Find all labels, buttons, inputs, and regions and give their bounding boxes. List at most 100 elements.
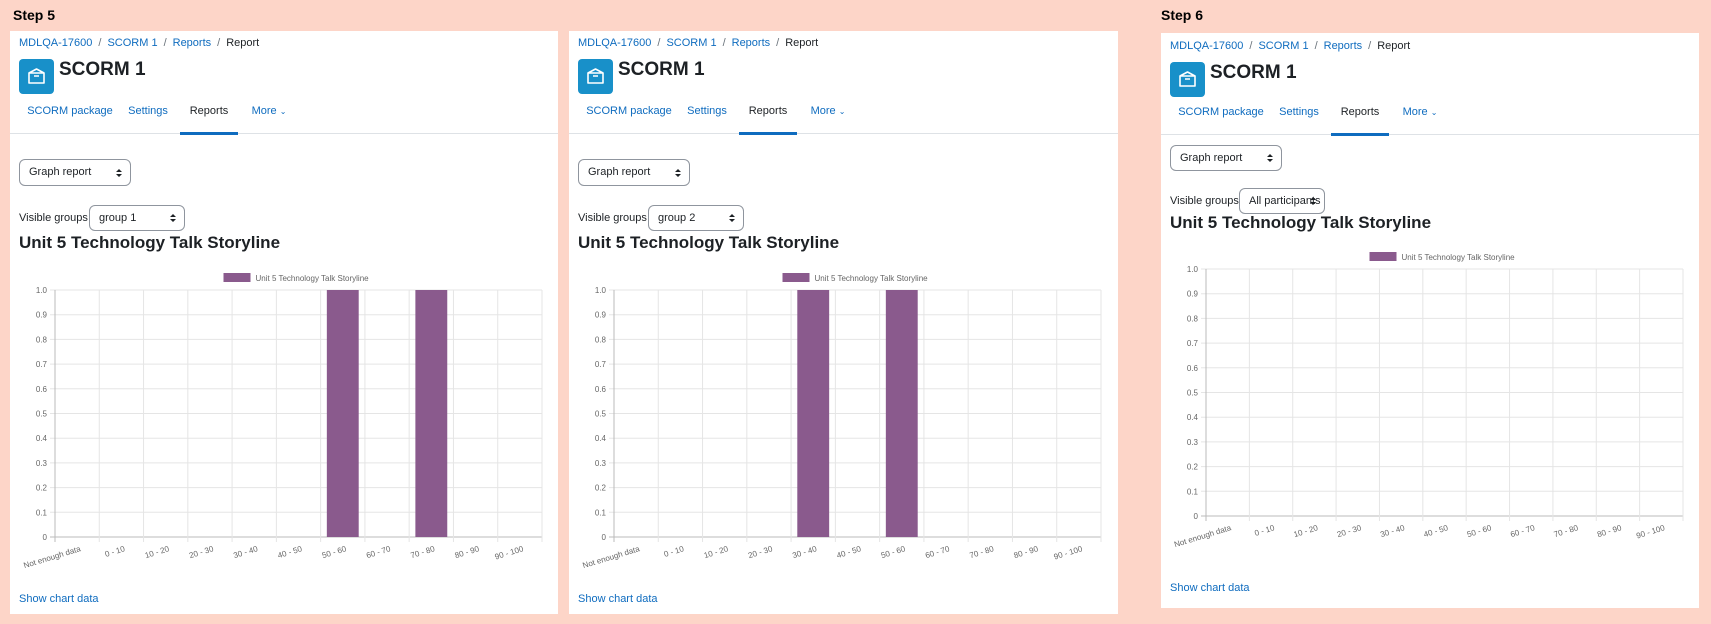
tab-settings[interactable]: Settings (128, 105, 168, 117)
report-type-select[interactable]: Graph report (1170, 145, 1282, 171)
select-caret-icon (170, 214, 176, 222)
breadcrumb-current: Report (1377, 40, 1411, 52)
visible-groups-value: All participants (1249, 195, 1321, 207)
breadcrumb-reports[interactable]: Reports (731, 37, 771, 49)
legend-swatch (223, 273, 251, 282)
breadcrumb-reports[interactable]: Reports (1323, 40, 1363, 52)
breadcrumb-activity[interactable]: SCORM 1 (1258, 40, 1309, 52)
legend-label: Unit 5 Technology Talk Storyline (256, 274, 370, 283)
y-tick-label: 1.0 (595, 286, 607, 295)
tab-scorm-package[interactable]: SCORM package (586, 105, 672, 117)
chevron-down-icon: ⌄ (279, 107, 287, 116)
tab-settings[interactable]: Settings (1279, 106, 1319, 118)
tab-scorm-package[interactable]: SCORM package (1178, 106, 1264, 118)
report-type-value: Graph report (1180, 152, 1243, 164)
x-tick-label: 40 - 50 (277, 544, 304, 560)
y-tick-label: 0.3 (595, 459, 607, 468)
tab-reports[interactable]: Reports (739, 95, 797, 135)
x-tick-label: 0 - 10 (104, 544, 127, 559)
chart-heading: Unit 5 Technology Talk Storyline (19, 233, 281, 252)
chart-heading: Unit 5 Technology Talk Storyline (578, 233, 840, 252)
y-tick-label: 0.2 (1187, 463, 1199, 472)
tab-scorm-package[interactable]: SCORM package (27, 105, 113, 117)
step-label-6: Step 6 (1161, 7, 1204, 23)
y-tick-label: 0.7 (36, 360, 48, 369)
report-panel-1: MDLQA-17600/SCORM 1/Reports / Report SCORM… (10, 31, 558, 614)
bar (415, 290, 448, 537)
breadcrumb-reports[interactable]: Reports (172, 37, 212, 49)
y-tick-label: 0.1 (595, 508, 607, 517)
tab-more-label: More (1402, 106, 1428, 118)
show-chart-data-link[interactable]: Show chart data (19, 593, 99, 605)
x-tick-label: 80 - 90 (1013, 544, 1040, 560)
x-tick-label: 30 - 40 (791, 544, 818, 560)
report-type-select[interactable]: Graph report (578, 159, 690, 186)
chart-heading: Unit 5 Technology Talk Storyline (1170, 213, 1432, 232)
y-tick-label: 0.6 (1187, 364, 1199, 373)
bar (797, 290, 830, 537)
breadcrumb-activity[interactable]: SCORM 1 (666, 37, 717, 49)
tab-reports[interactable]: Reports (180, 95, 238, 135)
select-caret-icon (675, 168, 681, 177)
x-tick-label: 30 - 40 (1379, 523, 1406, 539)
breadcrumb-activity[interactable]: SCORM 1 (107, 37, 158, 49)
tab-more-label: More (251, 105, 277, 117)
secondary-navigation: SCORM package Settings Reports More ⌄ (569, 95, 1118, 135)
chevron-down-icon: ⌄ (838, 107, 846, 116)
y-tick-label: 0.9 (595, 311, 607, 320)
tab-reports[interactable]: Reports (1331, 96, 1389, 136)
page-title: SCORM 1 (59, 59, 146, 80)
legend-swatch (782, 273, 810, 282)
scorm-activity-icon (1170, 62, 1205, 97)
x-tick-label: 40 - 50 (836, 544, 863, 560)
report-type-value: Graph report (29, 166, 92, 178)
tab-more[interactable]: More ⌄ (1395, 96, 1445, 133)
y-tick-label: 0.4 (1187, 413, 1199, 422)
breadcrumb-current: Report (226, 37, 260, 49)
scorm-activity-icon (578, 59, 613, 94)
visible-groups-label: Visible groups (19, 212, 88, 224)
y-tick-label: 0.2 (595, 484, 607, 493)
visible-groups-select[interactable]: group 2 (648, 205, 744, 231)
visible-groups-value: group 1 (99, 212, 137, 224)
y-tick-label: 0.8 (595, 335, 607, 344)
y-tick-label: 0 (1194, 512, 1199, 521)
show-chart-data-link[interactable]: Show chart data (1170, 582, 1250, 594)
y-tick-label: 0 (602, 533, 607, 542)
y-tick-label: 0.9 (1187, 290, 1199, 299)
x-tick-label: 10 - 20 (703, 544, 730, 560)
x-tick-label: 90 - 100 (1635, 523, 1666, 540)
x-tick-label: 20 - 30 (747, 544, 774, 560)
y-tick-label: 1.0 (1187, 265, 1199, 274)
breadcrumb-course[interactable]: MDLQA-17600 (578, 37, 652, 49)
x-tick-label: Not enough data (582, 544, 642, 570)
show-chart-data-link[interactable]: Show chart data (578, 593, 658, 605)
report-panel-3: MDLQA-17600/SCORM 1/Reports / Report SCORM… (1161, 33, 1699, 608)
y-tick-label: 0.4 (595, 434, 607, 443)
report-type-value: Graph report (588, 166, 651, 178)
tab-settings[interactable]: Settings (687, 105, 727, 117)
x-tick-label: 10 - 20 (1293, 523, 1320, 539)
y-tick-label: 0.7 (595, 360, 607, 369)
x-tick-label: 80 - 90 (454, 544, 481, 560)
breadcrumb-course[interactable]: MDLQA-17600 (1170, 40, 1244, 52)
breadcrumb: MDLQA-17600/SCORM 1/Reports / Report (1170, 40, 1411, 52)
select-caret-icon (116, 168, 122, 177)
y-tick-label: 0.5 (595, 410, 607, 419)
tab-more[interactable]: More ⌄ (244, 95, 294, 132)
breadcrumb: MDLQA-17600/SCORM 1/Reports / Report (578, 37, 819, 49)
secondary-navigation: SCORM package Settings Reports More ⌄ (10, 95, 558, 135)
y-tick-label: 0 (43, 533, 48, 542)
visible-groups-select[interactable]: group 1 (89, 205, 185, 231)
y-tick-label: 0.3 (36, 459, 48, 468)
breadcrumb-course[interactable]: MDLQA-17600 (19, 37, 93, 49)
legend-label: Unit 5 Technology Talk Storyline (1402, 253, 1516, 262)
y-tick-label: 0.2 (36, 484, 48, 493)
tab-more-label: More (810, 105, 836, 117)
bar (885, 290, 918, 537)
x-tick-label: 70 - 80 (409, 544, 436, 560)
tab-more[interactable]: More ⌄ (803, 95, 853, 132)
visible-groups-select[interactable]: All participants (1239, 188, 1325, 214)
x-tick-label: 60 - 70 (924, 544, 951, 560)
report-type-select[interactable]: Graph report (19, 159, 131, 186)
